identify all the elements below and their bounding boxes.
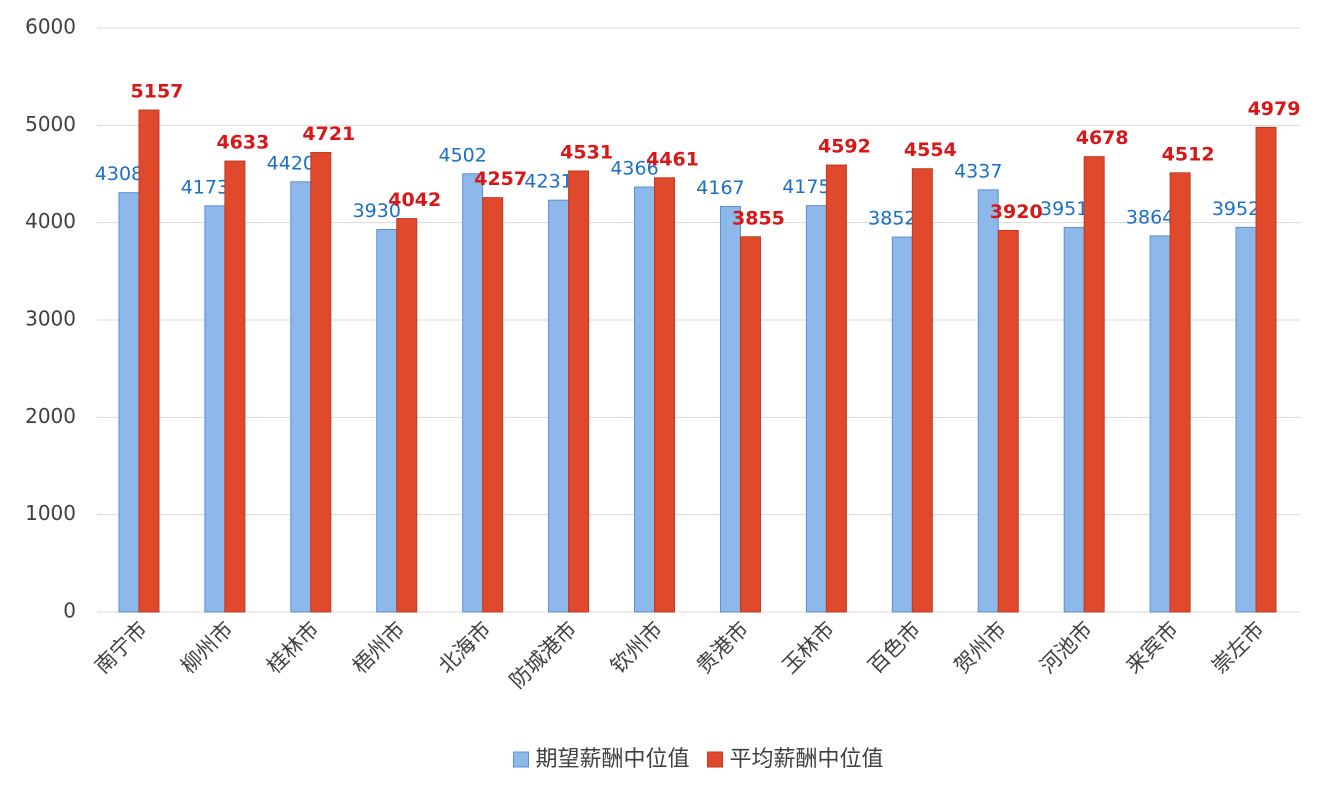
value-label: 5157 <box>131 81 184 103</box>
bar <box>290 181 312 613</box>
legend-label: 期望薪酬中位值 <box>535 747 689 772</box>
bar <box>891 236 913 613</box>
y-tick-label: 5000 <box>25 112 76 136</box>
value-label: 4173 <box>181 176 229 198</box>
x-tick-label: 柳州市 <box>176 617 238 679</box>
bar <box>1255 126 1277 613</box>
value-label: 4042 <box>388 189 441 211</box>
value-label: 4721 <box>302 123 355 145</box>
value-label: 4308 <box>95 163 143 185</box>
x-tick-label: 来宾市 <box>1121 617 1183 679</box>
value-label: 4257 <box>474 168 527 190</box>
y-tick-label: 4000 <box>25 209 76 233</box>
bar <box>548 199 570 613</box>
value-label: 4420 <box>267 152 315 174</box>
bar <box>224 160 246 613</box>
bar <box>118 192 140 613</box>
value-label: 4678 <box>1076 127 1129 149</box>
bar <box>1235 226 1257 613</box>
bar <box>376 228 398 613</box>
value-label: 3952 <box>1212 198 1260 220</box>
value-label: 3864 <box>1126 206 1174 228</box>
legend: 期望薪酬中位值 平均薪酬中位值 <box>512 747 884 772</box>
value-label: 3951 <box>1040 198 1088 220</box>
bar <box>1083 156 1105 613</box>
value-label: 4531 <box>560 141 613 163</box>
x-tick-label: 贺州市 <box>950 617 1012 679</box>
bar <box>739 236 761 613</box>
bar <box>805 205 827 613</box>
x-tick-label: 百色市 <box>864 617 926 679</box>
value-label: 4502 <box>438 144 486 166</box>
bar <box>1063 226 1085 613</box>
x-tick-label: 钦州市 <box>606 617 668 679</box>
value-label: 4366 <box>610 158 658 180</box>
legend-swatch <box>707 751 723 768</box>
y-tick-label: 2000 <box>25 404 76 428</box>
legend-swatch <box>512 751 529 768</box>
x-tick-label: 南宁市 <box>90 617 152 679</box>
bar <box>719 205 741 613</box>
x-tick-label: 崇左市 <box>1207 617 1269 679</box>
bar <box>634 186 656 613</box>
bar <box>482 197 504 613</box>
x-tick-label: 桂林市 <box>262 617 324 679</box>
value-label: 4512 <box>1162 143 1215 165</box>
bar <box>310 151 332 613</box>
bar <box>911 168 933 613</box>
value-label: 3920 <box>990 201 1043 223</box>
value-label: 4231 <box>524 171 572 193</box>
value-label: 4175 <box>782 176 830 198</box>
bar <box>977 189 999 613</box>
x-tick-label: 梧州市 <box>348 617 410 679</box>
value-label: 4167 <box>696 177 744 199</box>
value-label: 3930 <box>353 200 401 222</box>
y-tick-label: 0 <box>63 599 76 623</box>
bar <box>1149 235 1171 613</box>
value-label: 4461 <box>646 148 699 170</box>
bar <box>568 170 590 613</box>
x-tick-label: 贵港市 <box>692 617 754 679</box>
value-label: 3852 <box>868 208 916 230</box>
value-label: 4979 <box>1248 98 1301 120</box>
bar <box>825 164 847 613</box>
y-tick-label: 6000 <box>25 15 76 39</box>
bar <box>138 109 160 613</box>
value-label: 4554 <box>904 139 957 161</box>
bar <box>204 205 226 613</box>
x-tick-label: 防城港市 <box>505 617 581 693</box>
value-label: 4337 <box>954 160 1002 182</box>
y-tick-label: 3000 <box>25 307 76 331</box>
bar <box>1169 172 1191 613</box>
bar <box>396 218 418 613</box>
bar <box>654 177 676 613</box>
value-label: 3855 <box>732 207 785 229</box>
x-tick-label: 北海市 <box>434 617 496 679</box>
legend-label: 平均薪酬中位值 <box>730 747 884 772</box>
y-tick-label: 1000 <box>25 501 76 525</box>
value-label: 4633 <box>216 132 269 154</box>
bar <box>997 229 1019 613</box>
x-tick-label: 玉林市 <box>778 617 840 679</box>
value-label: 4592 <box>818 136 871 158</box>
bar <box>462 173 484 613</box>
x-tick-label: 河池市 <box>1035 617 1097 679</box>
